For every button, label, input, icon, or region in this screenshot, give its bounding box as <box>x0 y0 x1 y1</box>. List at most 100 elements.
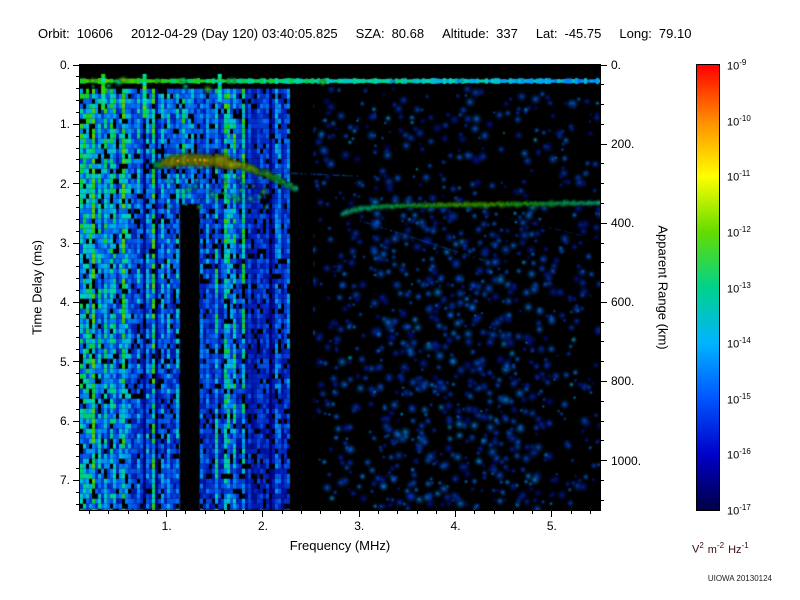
y-minor-tick <box>76 195 80 197</box>
x-minor-tick <box>339 510 341 514</box>
y2-minor-tick <box>600 104 604 106</box>
colorbar-tick-label: 10-17 <box>727 503 751 518</box>
header-sza: SZA: 80.68 <box>356 26 424 41</box>
x-minor-tick <box>589 510 591 514</box>
header-sza-value: 80.68 <box>391 26 425 41</box>
header-long-label: Long: <box>619 26 652 41</box>
x-minor-tick <box>204 510 206 514</box>
header-long: Long: 79.10 <box>619 26 691 41</box>
y2-tick <box>600 64 607 66</box>
credit-text: UIOWA 20130124 <box>707 574 772 583</box>
y-tick-label: 4. <box>59 295 70 310</box>
y2-tick-label: 800. <box>611 374 635 389</box>
y-minor-tick <box>76 503 80 505</box>
x-minor-tick <box>300 510 302 514</box>
x-minor-tick <box>570 510 572 514</box>
header-orbit: Orbit: 10606 <box>38 26 113 41</box>
colorbar-tick-label: 10-10 <box>727 113 751 129</box>
y-tick <box>73 479 80 481</box>
y-minor-tick <box>76 396 80 398</box>
y2-minor-tick <box>600 84 604 86</box>
y-minor-tick <box>76 100 80 102</box>
y-minor-tick <box>76 76 80 78</box>
x-minor-tick <box>397 510 399 514</box>
header-lat: Lat: -45.75 <box>536 26 602 41</box>
y2-tick <box>600 380 607 382</box>
y2-minor-tick <box>600 479 604 481</box>
y-minor-tick <box>76 444 80 446</box>
y-minor-tick <box>76 159 80 161</box>
y2-tick-label: 600. <box>611 295 635 310</box>
y-tick <box>73 242 80 244</box>
x-tick-label: 1. <box>161 519 172 533</box>
colorbar-unit-label: V2 m-2 Hz-1 <box>692 541 749 556</box>
x-minor-tick <box>185 510 187 514</box>
colorbar-tick-label: 10-16 <box>727 447 751 463</box>
x-minor-tick <box>493 510 495 514</box>
colorbar-tick-label: 10-9 <box>727 58 747 73</box>
y2-tick <box>600 460 607 462</box>
x-minor-tick <box>435 510 437 514</box>
y2-minor-tick <box>600 202 604 204</box>
y-tick <box>73 64 80 66</box>
y-tick <box>73 301 80 303</box>
x-tick-label: 2. <box>257 519 268 533</box>
y-tick-label: 2. <box>59 176 70 191</box>
y-minor-tick <box>76 135 80 137</box>
header-datetime: 2012-04-29 (Day 120) 03:40:05.825 <box>131 26 338 41</box>
y2-minor-tick <box>600 242 604 244</box>
y2-tick-label: 1000. <box>611 453 642 468</box>
x-axis-title: Frequency (MHz) <box>289 538 391 553</box>
y-minor-tick <box>76 230 80 232</box>
y2-minor-tick <box>600 341 604 343</box>
y-minor-tick <box>76 491 80 493</box>
colorbar-tick-label: 10-15 <box>727 391 751 407</box>
header-orbit-value: 10606 <box>76 26 113 41</box>
x-minor-tick <box>223 510 225 514</box>
y-minor-tick <box>76 147 80 149</box>
y-minor-tick <box>76 254 80 256</box>
y-minor-tick <box>76 432 80 434</box>
y2-minor-tick <box>600 361 604 363</box>
header-lat-label: Lat: <box>535 26 558 41</box>
y2-minor-tick <box>600 123 604 125</box>
x-tick-label: 5. <box>546 519 557 533</box>
header-long-value: 79.10 <box>658 26 692 41</box>
y2-tick-label: 200. <box>611 137 635 152</box>
x-minor-tick <box>108 510 110 514</box>
x-minor-tick <box>89 510 91 514</box>
header-lat-value: -45.75 <box>564 26 602 41</box>
y-minor-tick <box>76 349 80 351</box>
y2-minor-tick <box>600 420 604 422</box>
y2-minor-tick <box>600 282 604 284</box>
x-minor-tick <box>416 510 418 514</box>
y-minor-tick <box>76 337 80 339</box>
y2-minor-tick <box>600 499 604 501</box>
y2-tick <box>600 222 607 224</box>
y2-minor-tick <box>600 262 604 264</box>
y-minor-tick <box>76 313 80 315</box>
colorbar <box>696 64 720 511</box>
y-minor-tick <box>76 456 80 458</box>
y-minor-tick <box>76 373 80 375</box>
y2-tick-label: 400. <box>611 216 635 231</box>
y-tick-label: 3. <box>59 236 70 250</box>
y-tick-label: 5. <box>59 354 70 369</box>
header-altitude: Altitude: 337 <box>442 26 518 41</box>
y-tick-label: 6. <box>59 414 70 428</box>
x-minor-tick <box>127 510 129 514</box>
x-minor-tick <box>243 510 245 514</box>
y-minor-tick <box>76 218 80 220</box>
y2-axis-title: Apparent Range (km) <box>655 225 671 350</box>
colorbar-tick-label: 10-13 <box>727 280 751 296</box>
y-tick <box>73 123 80 125</box>
x-minor-tick <box>474 510 476 514</box>
y-axis-title: Time Delay (ms) <box>29 240 45 335</box>
y2-tick <box>600 143 607 145</box>
y-minor-tick <box>76 266 80 268</box>
y-tick <box>73 183 80 185</box>
colorbar-tick-label: 10-12 <box>727 224 751 240</box>
x-minor-tick <box>320 510 322 514</box>
x-tick <box>262 510 264 517</box>
